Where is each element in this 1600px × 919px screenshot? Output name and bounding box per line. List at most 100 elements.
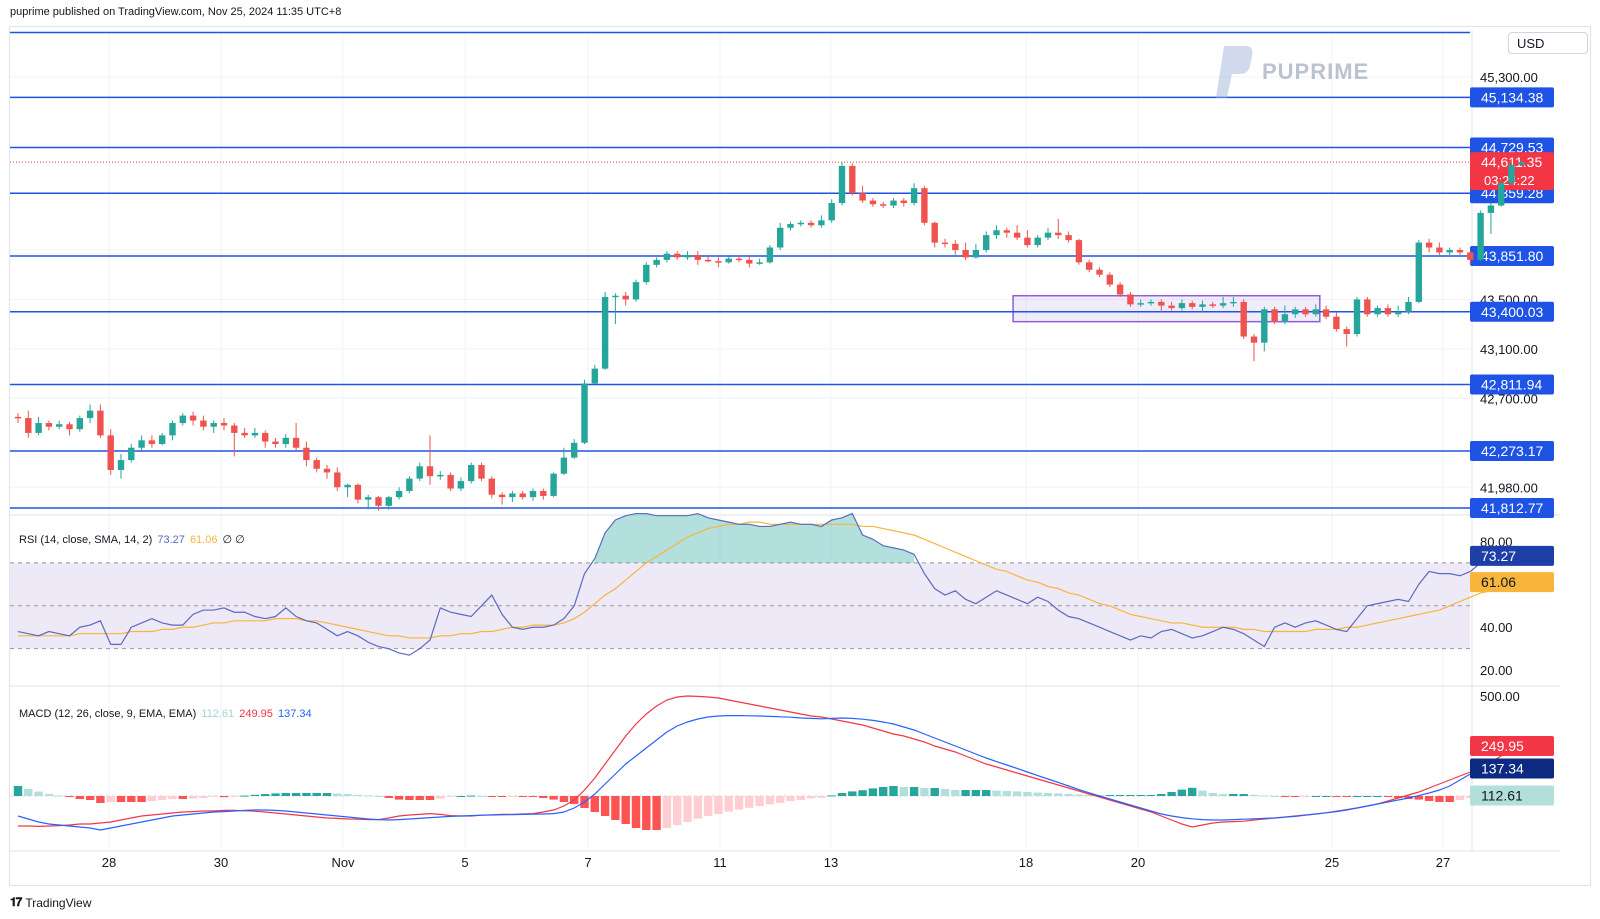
- currency-selector[interactable]: USD: [1508, 32, 1588, 54]
- time-axis-tick-8: 20: [1131, 855, 1145, 870]
- candle-body-45: [478, 465, 485, 479]
- macd-hist-bar-78: [817, 796, 826, 798]
- macd-hist-bar-38: [405, 796, 414, 800]
- macd-hist-bar-11: [127, 796, 136, 802]
- macd-hist-bar-95: [992, 790, 1001, 796]
- range-box: [1012, 294, 1321, 323]
- macd-hist-bar-44: [467, 795, 476, 797]
- macd-hist-bar-30: [322, 793, 332, 796]
- candle-body-75: [787, 224, 794, 228]
- time-axis-tick-4: 7: [584, 855, 591, 870]
- macd-hist-bar-93: [971, 790, 981, 796]
- macd-hist-bar-17: [188, 796, 198, 799]
- macd-hist-bar-117: [1218, 794, 1228, 796]
- macd-hist-bar-120: [1249, 794, 1259, 796]
- candle-body-2: [35, 423, 42, 433]
- candle-body-51: [540, 490, 547, 496]
- candle-body-62: [653, 259, 660, 265]
- macd-hist-bar-109: [1136, 795, 1145, 796]
- macd-hist-bar-70: [734, 796, 744, 810]
- candle-body-52: [550, 473, 557, 496]
- candle-body-115: [1199, 304, 1206, 307]
- macd-hist-bar-22: [240, 795, 249, 797]
- macd-hist-bar-72: [755, 796, 764, 806]
- candle-body-55: [581, 383, 588, 443]
- candle-body-108: [1127, 294, 1134, 305]
- macd-hist-bar-140: [1455, 796, 1465, 800]
- level-badge-0: [1470, 87, 1554, 108]
- candle-body-142: [1477, 212, 1484, 260]
- macd-hist-bar-8: [96, 796, 105, 803]
- candle-body-12: [138, 440, 145, 448]
- tradingview-footer[interactable]: 𝟏𝟕 TradingView: [10, 895, 91, 910]
- macd-hist-bar-98: [1023, 792, 1032, 796]
- candle-body-26: [282, 437, 289, 445]
- macd-hist-bar-60: [631, 796, 641, 828]
- rsi-sma-line: [18, 521, 1522, 639]
- macd-hist-bar-85: [889, 786, 898, 796]
- macd-legend-title: MACD (12, 26, close, 9, EMA, EMA): [19, 708, 197, 720]
- candle-body-23: [251, 432, 259, 436]
- macd-hist-bar-84: [879, 787, 888, 796]
- macd-hist-bar-131: [1363, 796, 1372, 797]
- candle-body-92: [962, 249, 969, 258]
- level-badge-5: [1470, 374, 1554, 395]
- candle-body-0: [14, 416, 22, 419]
- candle-body-110: [1147, 301, 1155, 304]
- macd-legend-macd: 249.95: [239, 708, 273, 720]
- macd-hist-bar-132: [1373, 796, 1382, 797]
- candle-body-125: [1302, 309, 1309, 315]
- candle-body-106: [1106, 274, 1113, 285]
- candle-body-85: [890, 200, 897, 206]
- candle-body-14: [159, 435, 166, 445]
- macd-hist-bar-104: [1085, 794, 1094, 796]
- candle-body-89: [931, 222, 938, 243]
- macd-hist-bar-36: [384, 796, 393, 798]
- macd-hist-bar-37: [394, 796, 404, 800]
- macd-hist-bar-24: [261, 794, 270, 796]
- candle-body-19: [210, 423, 217, 427]
- macd-hist-bar-28: [302, 793, 311, 796]
- macd-hist-bar-0: [13, 786, 23, 796]
- candle-body-102: [1065, 235, 1072, 241]
- level-label-5: 42,811.94: [1481, 376, 1542, 392]
- level-badge-6: [1470, 441, 1554, 462]
- candle-body-83: [869, 200, 877, 205]
- macd-hist-bar-5: [65, 796, 74, 797]
- macd-hist-bar-20: [219, 796, 229, 798]
- rsi-value-badge: [1470, 545, 1554, 566]
- puprime-watermark: PUPRIME: [1210, 46, 1369, 98]
- candle-body-7: [86, 410, 94, 419]
- macd-hist-bar-68: [714, 796, 723, 814]
- macd-hist-bar-65: [683, 796, 692, 822]
- candle-body-79: [828, 203, 835, 221]
- candle-body-77: [807, 222, 815, 226]
- macd-hist-bar-1: [24, 789, 33, 796]
- candle-body-48: [509, 493, 516, 498]
- candle-body-31: [334, 472, 341, 488]
- candle-body-109: [1137, 303, 1144, 305]
- rsi-legend-title: RSI (14, close, SMA, 14, 2): [19, 534, 153, 546]
- candle-body-42: [447, 474, 454, 489]
- macd-hist-bar-67: [703, 796, 713, 816]
- macd-hist-bar-18: [199, 796, 208, 798]
- candle-body-124: [1292, 309, 1299, 315]
- candle-body-32: [344, 484, 351, 488]
- macd-hist-bar-113: [1177, 789, 1187, 796]
- macd-hist-bar-108: [1126, 795, 1135, 796]
- candle-body-137: [1425, 242, 1433, 248]
- macd-hist-bar-59: [621, 796, 630, 824]
- level-label-1: 44,729.53: [1481, 139, 1543, 155]
- candle-body-139: [1446, 249, 1453, 253]
- macd-hist-bar-90: [940, 789, 950, 796]
- price-axis-tick-4: 42,700.00: [1480, 391, 1538, 406]
- macd-hist-bar-15: [168, 796, 177, 799]
- candle-body-4: [56, 424, 63, 427]
- candle-body-81: [849, 165, 856, 194]
- macd-hist-bar-75: [786, 796, 795, 802]
- tradingview-logo-icon: 𝟏𝟕: [10, 895, 22, 909]
- macd-hist-label: 112.61: [1481, 787, 1523, 803]
- macd-hist-bar-91: [951, 790, 960, 796]
- candle-body-20: [220, 423, 228, 426]
